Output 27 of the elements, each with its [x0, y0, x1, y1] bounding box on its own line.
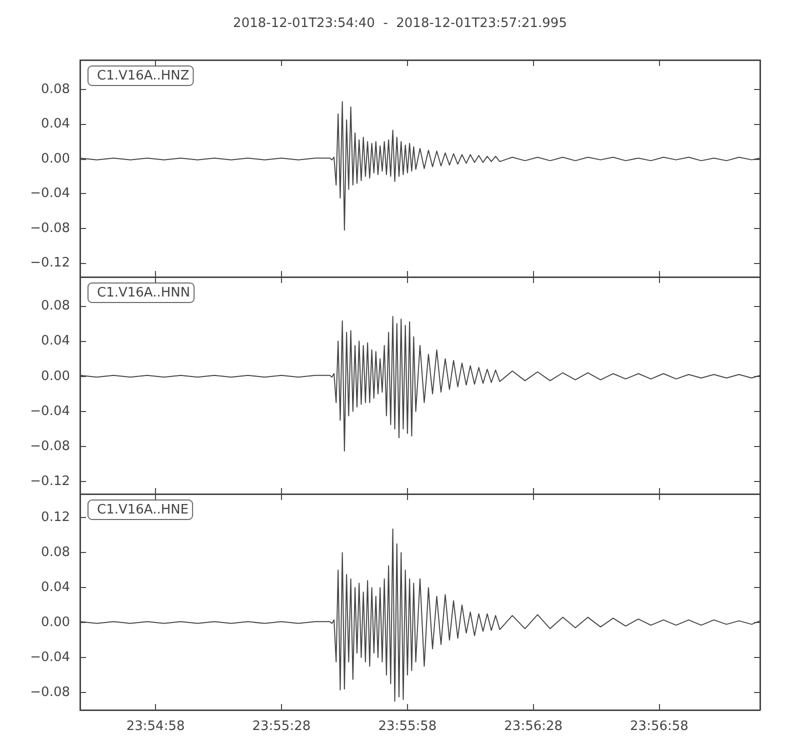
x-tick-label: 23:55:28	[252, 719, 311, 734]
y-tick-label: 0.12	[41, 510, 70, 526]
y-tick-label: −0.04	[30, 650, 70, 666]
y-tick-label: 0.00	[41, 368, 70, 384]
y-tick-label: −0.12	[30, 256, 70, 271]
x-tick-label: 23:54:58	[126, 719, 185, 734]
y-tick-label: −0.04	[30, 404, 70, 419]
y-tick-label: −0.08	[30, 220, 70, 236]
y-tick-label: −0.04	[30, 186, 70, 202]
legend-label: C1.V16A..HNE	[97, 502, 189, 518]
y-tick-label: 0.04	[41, 116, 70, 132]
y-tick-label: −0.08	[30, 439, 70, 454]
y-tick-label: −0.12	[30, 474, 70, 490]
y-tick-label: 0.04	[41, 580, 70, 596]
y-tick-label: 0.08	[41, 82, 70, 98]
y-tick-label: 0.04	[41, 334, 70, 349]
y-tick-label: 0.08	[41, 298, 70, 314]
x-tick-label: 23:56:58	[630, 719, 688, 734]
legend-label: C1.V16A..HNN	[97, 286, 190, 300]
chart-title: 2018-12-01T23:54:40 - 2018-12-01T23:57:21.995	[233, 16, 567, 31]
y-tick-label: 0.00	[41, 151, 70, 166]
legend-label: C1.V16A..HNZ	[97, 68, 190, 84]
x-tick-label: 23:55:58	[378, 719, 437, 734]
x-tick-label: 23:56:28	[504, 719, 563, 734]
y-tick-label: 0.00	[41, 615, 70, 630]
y-tick-label: −0.08	[30, 685, 70, 700]
y-tick-label: 0.08	[41, 545, 70, 560]
